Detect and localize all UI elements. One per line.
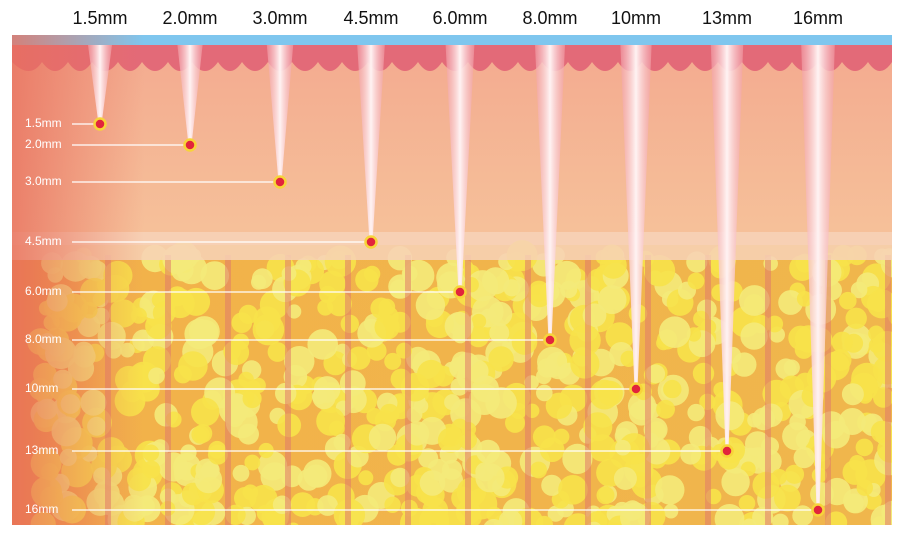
needle-tip <box>811 503 825 517</box>
top-label: 13mm <box>702 8 752 28</box>
needle <box>357 45 385 242</box>
depth-label: 2.0mm <box>25 137 62 151</box>
top-label: 4.5mm <box>343 8 398 28</box>
needle-tip <box>543 333 557 347</box>
needle-tip <box>273 175 287 189</box>
top-label: 1.5mm <box>72 8 127 28</box>
depth-label: 6.0mm <box>25 284 62 298</box>
needle-tip <box>453 285 467 299</box>
depth-label: 13mm <box>25 443 58 457</box>
top-label: 2.0mm <box>162 8 217 28</box>
needles <box>88 45 835 510</box>
depth-label: 16mm <box>25 502 58 516</box>
needle <box>620 45 652 389</box>
needle-tip <box>629 382 643 396</box>
needle <box>710 45 744 451</box>
depth-label: 8.0mm <box>25 332 62 346</box>
top-label: 6.0mm <box>432 8 487 28</box>
top-label: 10mm <box>611 8 661 28</box>
depth-label: 4.5mm <box>25 234 62 248</box>
top-label: 16mm <box>793 8 843 28</box>
depth-label: 10mm <box>25 381 58 395</box>
needle <box>801 45 835 510</box>
needle-tip <box>364 235 378 249</box>
labels: 1.5mm 1.5mm 2.0mm 2.0mm 3.0mm 3.0mm 4.5mm 4.5mm… <box>25 8 843 517</box>
depth-label: 3.0mm <box>25 174 62 188</box>
skin-panel <box>12 35 892 525</box>
needle <box>266 45 294 182</box>
top-label: 3.0mm <box>252 8 307 28</box>
needle-tip <box>183 138 197 152</box>
needle <box>177 45 203 145</box>
needle <box>445 45 475 292</box>
needle-tip <box>720 444 734 458</box>
needle <box>88 45 112 124</box>
depth-label: 1.5mm <box>25 116 62 130</box>
needle-tip <box>93 117 107 131</box>
top-label: 8.0mm <box>522 8 577 28</box>
needle <box>535 45 565 340</box>
